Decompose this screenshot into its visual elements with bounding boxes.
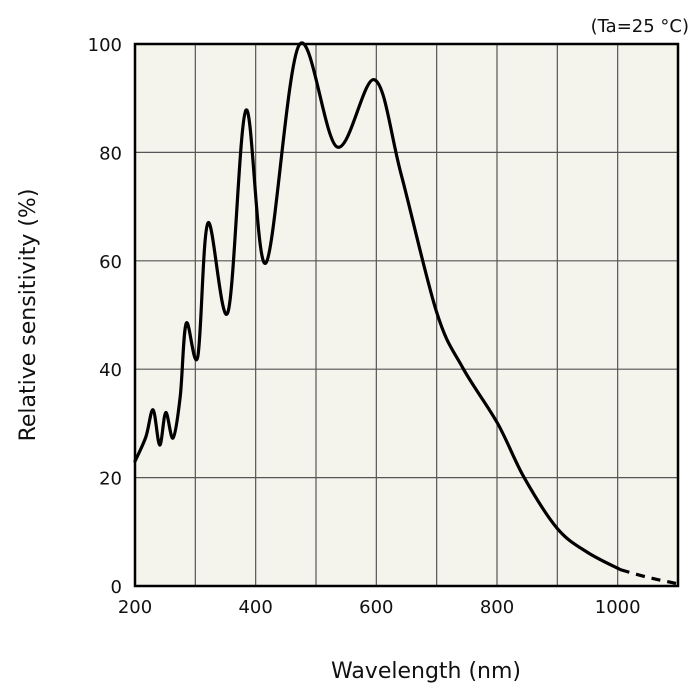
y-tick-label: 100 bbox=[88, 35, 122, 56]
y-tick-label: 60 bbox=[99, 252, 122, 273]
x-tick-label: 600 bbox=[359, 597, 393, 618]
sensitivity-curve bbox=[133, 41, 623, 572]
x-tick-labels: 200 400 600 800 1000 bbox=[118, 597, 641, 618]
x-axis-label: Wavelength (nm) bbox=[331, 659, 521, 684]
x-tick-label: 200 bbox=[118, 597, 152, 618]
y-tick-labels: 0 20 40 60 80 100 bbox=[88, 35, 122, 598]
y-tick-label: 0 bbox=[111, 577, 122, 598]
sensitivity-curve-extrapolated bbox=[620, 568, 679, 586]
x-tick-label: 800 bbox=[480, 597, 514, 618]
y-tick-label: 40 bbox=[99, 360, 122, 381]
x-tick-label: 1000 bbox=[595, 597, 641, 618]
x-tick-label: 400 bbox=[238, 597, 272, 618]
y-tick-label: 80 bbox=[99, 143, 122, 164]
y-axis-label: Relative sensitivity (%) bbox=[16, 189, 41, 442]
temperature-annotation: (Ta=25 °C) bbox=[591, 16, 689, 37]
plot-area bbox=[135, 44, 678, 586]
plot-frame bbox=[133, 42, 680, 588]
y-tick-label: 20 bbox=[99, 469, 122, 490]
